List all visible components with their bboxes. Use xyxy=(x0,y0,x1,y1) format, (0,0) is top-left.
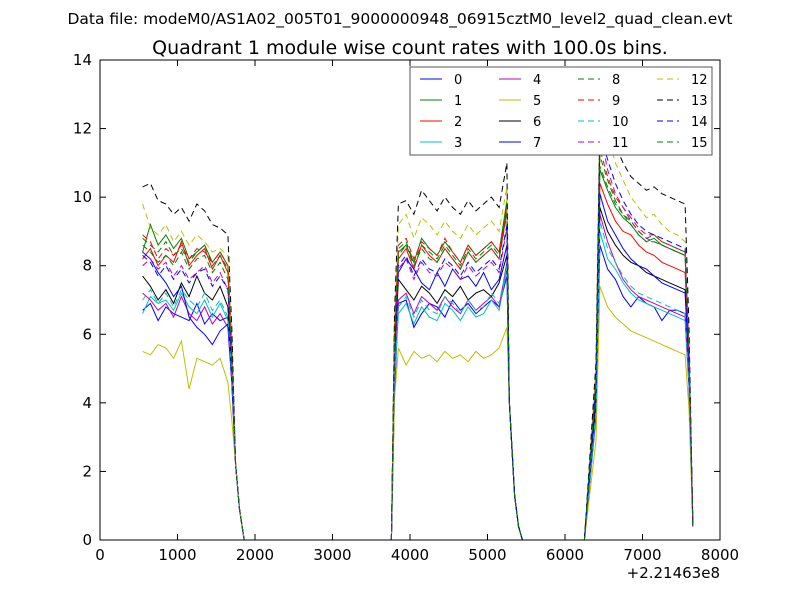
legend-label-4: 4 xyxy=(533,73,541,88)
legend-label-1: 1 xyxy=(454,94,462,109)
series-line-8 xyxy=(142,166,694,541)
series-line-6 xyxy=(142,207,694,541)
series-line-4 xyxy=(142,214,694,541)
legend-label-14: 14 xyxy=(691,115,708,130)
series-line-5 xyxy=(142,286,694,541)
series-line-12 xyxy=(142,104,694,541)
series-line-13 xyxy=(142,120,694,541)
x-tick-label: 4000 xyxy=(391,546,429,564)
x-tick-label: 7000 xyxy=(623,546,661,564)
y-tick-label: 8 xyxy=(82,257,92,275)
legend-label-5: 5 xyxy=(533,94,541,109)
legend-label-3: 3 xyxy=(454,136,462,151)
legend-label-8: 8 xyxy=(612,73,620,88)
legend-label-10: 10 xyxy=(612,115,629,130)
legend-label-11: 11 xyxy=(612,136,629,151)
x-axis-offset-label: +2.21463e8 xyxy=(627,564,720,582)
series-line-11 xyxy=(142,131,694,541)
y-tick-label: 12 xyxy=(73,120,92,138)
legend-box xyxy=(409,66,713,156)
x-tick-label: 8000 xyxy=(701,546,739,564)
legend-label-0: 0 xyxy=(454,73,462,88)
legend-label-9: 9 xyxy=(612,94,620,109)
x-tick-label: 6000 xyxy=(546,546,584,564)
x-tick-label: 0 xyxy=(95,546,105,564)
figure-suptitle: Data file: modeM0/AS1A02_005T01_90000009… xyxy=(67,10,732,29)
series-line-7 xyxy=(142,193,694,541)
y-tick-label: 2 xyxy=(82,462,92,480)
x-tick-label: 3000 xyxy=(313,546,351,564)
series-line-10 xyxy=(142,220,694,541)
legend-label-15: 15 xyxy=(691,136,708,151)
y-tick-label: 10 xyxy=(73,188,92,206)
series-line-15 xyxy=(142,155,694,541)
x-tick-label: 2000 xyxy=(236,546,274,564)
y-tick-label: 6 xyxy=(82,325,92,343)
x-axis: 0 1000 2000 3000 4000 5000 6000 7000 8000 xyxy=(95,60,739,564)
legend-label-2: 2 xyxy=(454,115,462,130)
legend-label-7: 7 xyxy=(533,136,541,151)
legend-label-6: 6 xyxy=(533,115,541,130)
series-line-9 xyxy=(142,148,694,541)
x-tick-label: 5000 xyxy=(468,546,506,564)
legend-label-13: 13 xyxy=(691,94,708,109)
plot-area xyxy=(142,104,694,541)
chart-title: Quadrant 1 module wise count rates with … xyxy=(152,37,668,59)
y-tick-label: 0 xyxy=(82,531,92,549)
series-line-0 xyxy=(142,244,694,541)
y-tick-label: 4 xyxy=(82,394,92,412)
legend-label-12: 12 xyxy=(691,73,708,88)
series-line-3 xyxy=(142,231,694,541)
x-tick-label: 1000 xyxy=(158,546,196,564)
y-tick-label: 14 xyxy=(73,51,92,69)
